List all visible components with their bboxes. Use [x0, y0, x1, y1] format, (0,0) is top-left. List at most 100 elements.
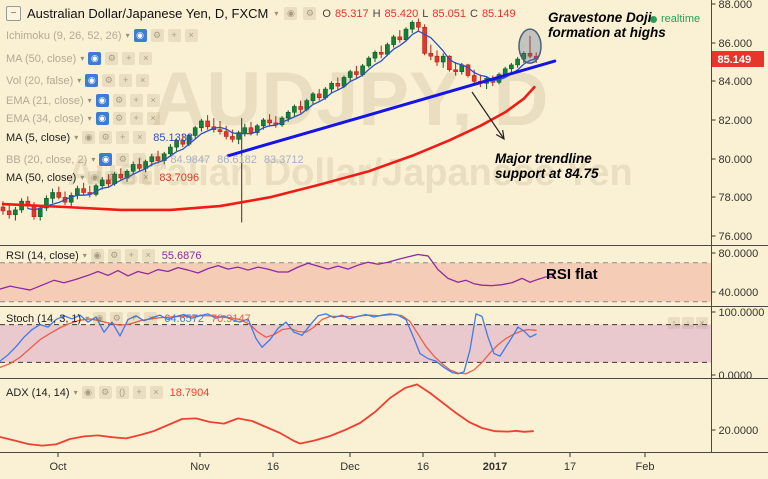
indicator-label[interactable]: MA (5, close)	[6, 131, 71, 144]
add-icon[interactable]: +	[129, 94, 143, 107]
eye-icon[interactable]: ◉	[85, 74, 99, 87]
add-icon[interactable]: +	[133, 153, 147, 166]
settings-icon[interactable]: ⚙	[116, 153, 130, 166]
candle[interactable]	[372, 52, 378, 59]
candle[interactable]	[298, 106, 303, 110]
candle[interactable]	[310, 93, 316, 101]
candle[interactable]	[403, 28, 409, 41]
settings-icon[interactable]: ⚙	[112, 112, 126, 125]
collapse-icon[interactable]: −	[6, 6, 21, 21]
candle[interactable]	[527, 52, 533, 57]
candle[interactable]	[130, 164, 136, 172]
eye-icon[interactable]: ◉	[90, 249, 104, 262]
add-icon[interactable]: +	[124, 249, 138, 262]
candle[interactable]	[465, 64, 471, 76]
candle[interactable]	[515, 58, 520, 66]
chevron-down-icon[interactable]: ▾	[74, 133, 79, 142]
adx-label[interactable]: ADX (14, 14)	[6, 386, 70, 399]
eye-icon[interactable]: ◉	[95, 112, 109, 125]
eye-icon[interactable]: ◉	[284, 7, 298, 20]
candle[interactable]	[428, 52, 434, 57]
eye-icon[interactable]: ◉	[88, 52, 102, 65]
candle[interactable]	[155, 156, 161, 161]
candle[interactable]	[31, 205, 37, 217]
candle[interactable]	[118, 173, 124, 179]
add-icon[interactable]: +	[129, 112, 143, 125]
candle[interactable]	[434, 55, 440, 63]
candle[interactable]	[416, 22, 421, 28]
candle[interactable]	[267, 119, 272, 124]
add-icon[interactable]: +	[116, 131, 130, 144]
candle[interactable]	[509, 64, 514, 70]
candle[interactable]	[397, 36, 403, 41]
close-icon[interactable]: ×	[139, 52, 153, 65]
settings-icon[interactable]: ⚙	[102, 74, 116, 87]
eye-icon[interactable]: ◉	[95, 94, 109, 107]
chevron-down-icon[interactable]: ▾	[87, 114, 92, 123]
candle[interactable]	[471, 75, 477, 82]
close-icon[interactable]: ×	[141, 249, 155, 262]
chevron-down-icon[interactable]: ▾	[87, 96, 92, 105]
candle[interactable]	[354, 71, 359, 75]
candle[interactable]	[378, 52, 384, 55]
eye-icon[interactable]: ◉	[82, 131, 96, 144]
chevron-down-icon[interactable]: ▾	[91, 155, 96, 164]
settings-icon[interactable]: ⚙	[105, 171, 119, 184]
indicator-label[interactable]: Vol (20, false)	[6, 74, 74, 87]
candle[interactable]	[236, 132, 241, 140]
candle[interactable]	[217, 129, 223, 132]
indicator-label[interactable]: EMA (21, close)	[6, 94, 84, 107]
close-icon[interactable]: ×	[184, 29, 198, 42]
chevron-down-icon[interactable]: ▾	[85, 314, 90, 323]
candle[interactable]	[44, 197, 49, 209]
candle[interactable]	[174, 139, 179, 148]
eye-icon[interactable]: ◉	[81, 386, 95, 399]
candle[interactable]	[168, 146, 173, 155]
doji-circle-annotation[interactable]	[518, 28, 542, 64]
settings-icon[interactable]: ⚙	[98, 386, 112, 399]
candle[interactable]	[422, 26, 427, 54]
candle[interactable]	[0, 206, 6, 212]
settings-icon[interactable]: ⚙	[99, 131, 113, 144]
candle[interactable]	[99, 179, 105, 187]
close-pane-icon[interactable]: ×	[696, 317, 708, 329]
candle[interactable]	[137, 164, 142, 169]
add-icon[interactable]: +	[132, 386, 146, 399]
candle[interactable]	[453, 69, 458, 72]
candle[interactable]	[192, 127, 198, 136]
candle[interactable]	[81, 188, 86, 193]
close-icon[interactable]: ×	[136, 74, 150, 87]
eye-icon[interactable]: ◉	[93, 312, 107, 325]
candle[interactable]	[347, 71, 353, 78]
candle[interactable]	[366, 57, 372, 67]
close-icon[interactable]: ×	[149, 386, 163, 399]
candle[interactable]	[447, 55, 452, 71]
candle[interactable]	[254, 125, 260, 133]
annotation-arrow[interactable]	[471, 91, 505, 140]
candle[interactable]	[223, 131, 229, 137]
candle[interactable]	[335, 82, 341, 87]
candle[interactable]	[199, 120, 204, 129]
chevron-down-icon[interactable]: ▾	[80, 173, 85, 182]
close-icon[interactable]: ×	[139, 171, 153, 184]
candle[interactable]	[230, 136, 235, 140]
add-icon[interactable]: +	[119, 74, 133, 87]
candle[interactable]	[248, 127, 254, 133]
candle[interactable]	[242, 127, 248, 133]
candle[interactable]	[292, 106, 297, 113]
candle[interactable]	[149, 156, 155, 162]
candle[interactable]	[75, 188, 80, 196]
candle[interactable]	[285, 111, 291, 119]
candle[interactable]	[261, 119, 266, 127]
symbol-title[interactable]: Australian Dollar/Japanese Yen, D, FXCM	[27, 6, 269, 21]
candle[interactable]	[13, 209, 18, 216]
add-icon[interactable]: +	[122, 52, 136, 65]
chevron-down-icon[interactable]: ▾	[77, 76, 82, 85]
close-icon[interactable]: ×	[144, 312, 158, 325]
close-icon[interactable]: ×	[150, 153, 164, 166]
eye-icon[interactable]: ◉	[133, 29, 147, 42]
candle[interactable]	[391, 36, 396, 45]
close-icon[interactable]: ×	[146, 112, 160, 125]
settings-icon[interactable]: ⚙	[107, 249, 121, 262]
